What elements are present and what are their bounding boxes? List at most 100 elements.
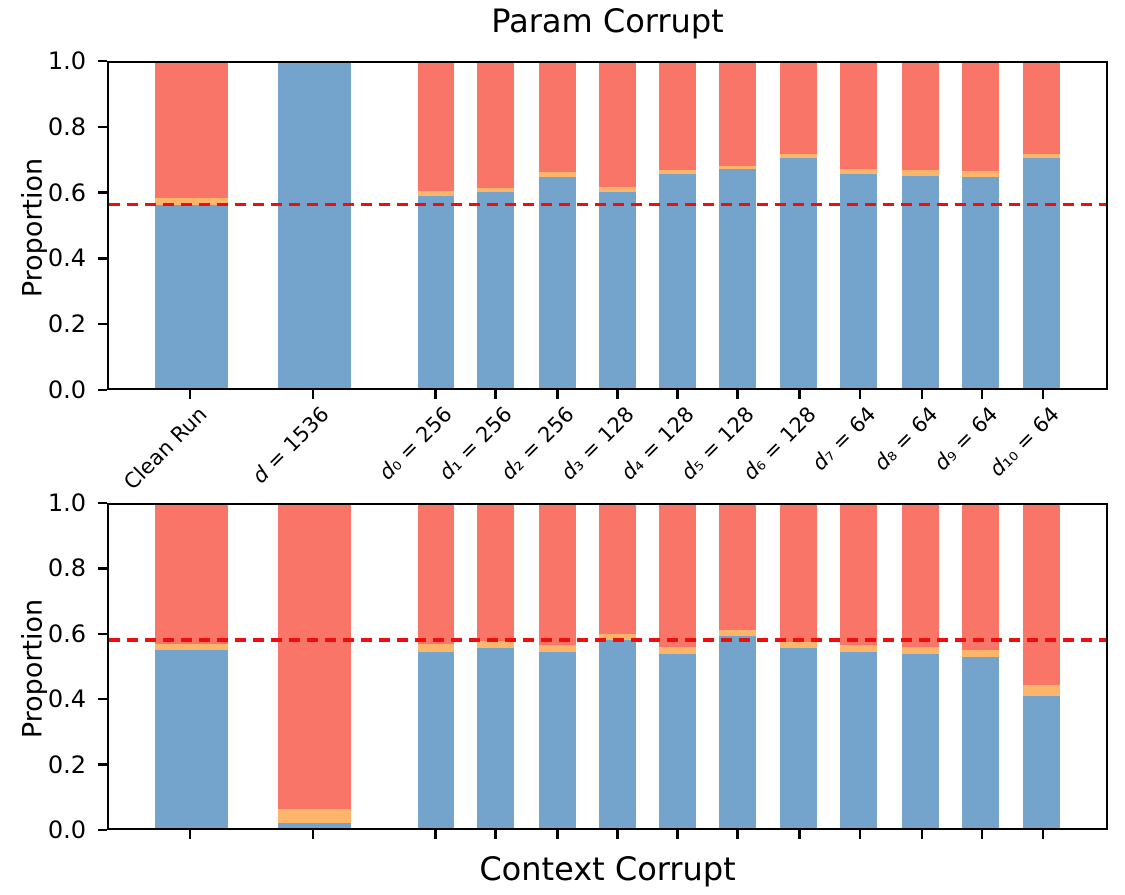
bar-segment-blue	[599, 640, 636, 828]
x-tick	[188, 830, 192, 839]
bar-segment-orange	[155, 643, 229, 651]
x-tick	[676, 390, 679, 399]
bar-segment-orange	[599, 187, 636, 193]
x-tick	[616, 830, 619, 839]
bar-segment-blue	[277, 823, 351, 828]
bar-segment-red	[599, 63, 636, 188]
bar-segment-red	[780, 63, 818, 155]
bar-segment-blue	[718, 636, 756, 828]
bar-segment-red	[961, 505, 999, 651]
bar-segment-red	[417, 505, 455, 644]
y-tick	[98, 322, 107, 326]
y-tick	[98, 763, 107, 766]
bar-segment-red	[902, 505, 939, 647]
bar-segment-orange	[477, 641, 515, 649]
x-tick-label: d = 1536	[248, 402, 335, 489]
bar-segment-blue	[539, 177, 577, 388]
x-tick	[858, 830, 861, 839]
x-tick	[1041, 830, 1045, 839]
bar-segment-blue	[902, 175, 939, 388]
bar-segment-red	[658, 505, 696, 647]
bar-segment-blue	[1022, 696, 1060, 828]
bar-segment-orange	[155, 197, 229, 206]
x-tick	[798, 390, 801, 399]
bar-segment-blue	[277, 63, 351, 388]
bar-segment-red	[155, 63, 229, 198]
x-tick	[494, 830, 497, 839]
y-tick-label: 0.2	[47, 750, 86, 779]
y-tick-label: 0.6	[47, 178, 86, 207]
bar-segment-orange	[718, 165, 756, 169]
bar-segment-red	[277, 505, 351, 809]
y-tick	[98, 567, 107, 570]
bar-segment-orange	[961, 170, 999, 177]
x-tick-label: Clean Run	[118, 402, 212, 495]
bar-segment-blue	[961, 657, 999, 828]
bar-segment-orange	[1022, 684, 1060, 697]
bar-segment-orange	[658, 169, 696, 174]
bar-segment-orange	[840, 168, 878, 174]
x-tick	[556, 390, 559, 399]
y-tick	[98, 59, 107, 63]
bar-segment-orange	[961, 650, 999, 658]
bar-segment-red	[1022, 505, 1060, 685]
x-tick	[311, 830, 315, 839]
y-tick	[98, 191, 107, 194]
x-axis-label-context-corrupt: Context Corrupt	[479, 850, 736, 888]
bar-segment-red	[718, 505, 756, 630]
bar-segment-red	[417, 63, 455, 192]
y-axis-label-top: Proportion	[17, 157, 49, 298]
bar-segment-red	[599, 505, 636, 634]
bar-segment-orange	[780, 154, 818, 159]
x-tick	[556, 830, 559, 839]
bar-segment-red	[840, 505, 878, 646]
bar-segment-blue	[840, 651, 878, 828]
bar-segment-red	[902, 63, 939, 170]
y-tick	[98, 388, 107, 392]
y-tick	[98, 125, 107, 129]
bar-segment-red	[961, 63, 999, 171]
x-tick-label: d₈ = 64	[869, 402, 943, 476]
y-tick-label: 0.0	[47, 376, 86, 404]
x-tick	[434, 830, 437, 839]
bar-segment-orange	[417, 191, 455, 197]
bar-segment-blue	[658, 173, 696, 388]
bar-segment-blue	[477, 192, 515, 388]
y-tick-label: 0.8	[47, 112, 86, 141]
bar-segment-orange	[902, 646, 939, 654]
bar-segment-red	[1022, 63, 1060, 154]
bar-segment-red	[155, 505, 229, 644]
y-tick-label: 1.0	[47, 489, 86, 517]
bar-segment-orange	[539, 172, 577, 178]
y-tick-label: 0.6	[47, 619, 86, 648]
x-tick	[188, 390, 192, 399]
bar-segment-orange	[780, 641, 818, 649]
bar-segment-orange	[902, 169, 939, 176]
y-tick-label: 0.0	[47, 816, 86, 844]
y-tick	[98, 501, 107, 505]
bar-segment-red	[477, 63, 515, 189]
bar-segment-red	[780, 505, 818, 642]
chart-title-param-corrupt: Param Corrupt	[491, 2, 724, 40]
bar-segment-blue	[417, 196, 455, 388]
bar-segment-orange	[1022, 153, 1060, 158]
y-tick	[98, 632, 107, 636]
y-tick	[98, 828, 107, 832]
plot-area-context-corrupt	[107, 503, 1108, 830]
bar-segment-orange	[599, 633, 636, 641]
bar-segment-blue	[902, 653, 939, 828]
x-tick	[1041, 390, 1045, 399]
x-tick	[434, 390, 437, 399]
bar-segment-red	[718, 63, 756, 166]
bar-segment-blue	[417, 651, 455, 828]
bar-segment-orange	[840, 645, 878, 652]
bar-segment-blue	[961, 176, 999, 388]
x-tick-label: d₇ = 64	[807, 402, 881, 476]
reference-dashed-line	[109, 202, 1106, 206]
bar-segment-blue	[155, 205, 229, 388]
y-tick	[98, 257, 107, 260]
bar-segment-blue	[539, 651, 577, 828]
bar-segment-orange	[417, 643, 455, 652]
y-tick	[98, 697, 107, 701]
